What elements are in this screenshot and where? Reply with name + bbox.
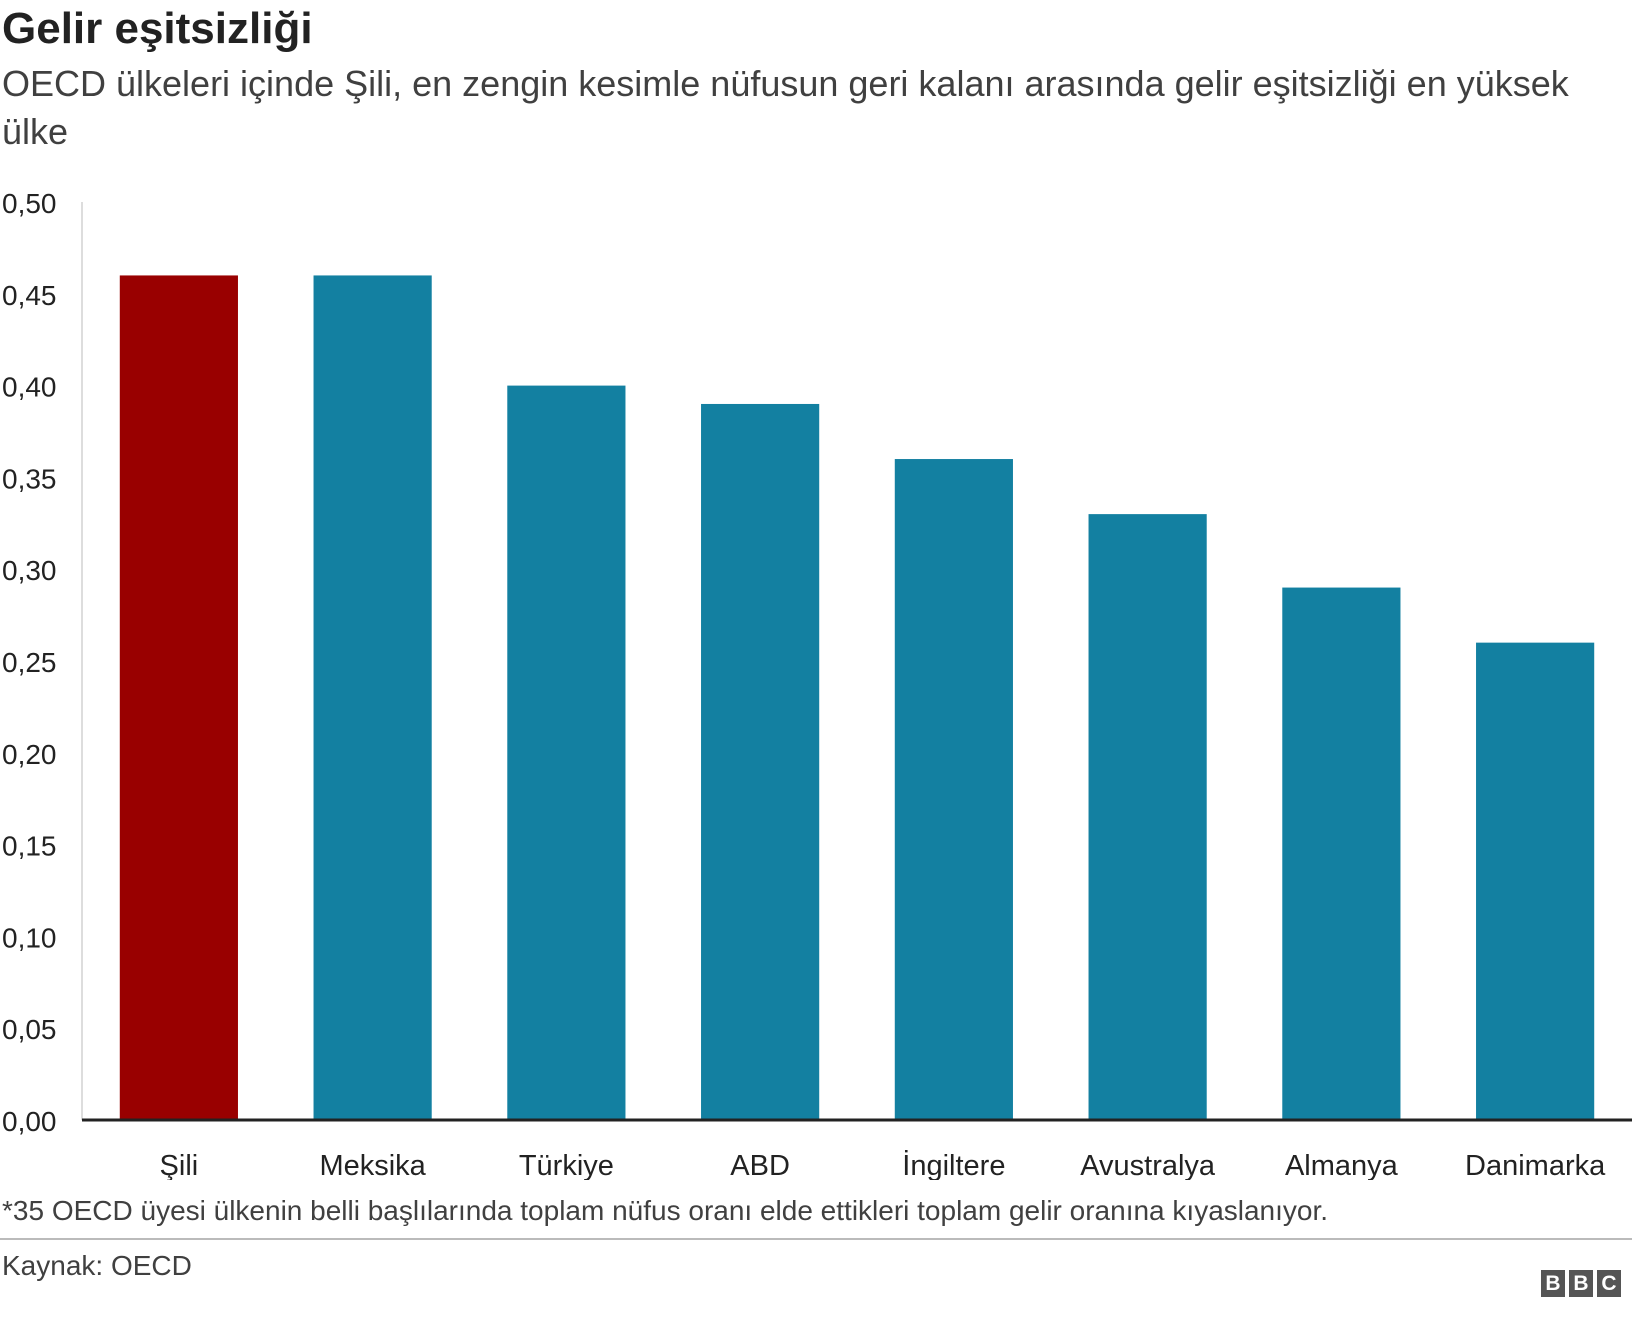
chart-title: Gelir eşitsizliği (2, 4, 313, 53)
x-tick-label: Almanya (1285, 1150, 1399, 1180)
bar (894, 459, 1013, 1120)
bar (1282, 587, 1401, 1120)
x-tick-label: Türkiye (519, 1150, 614, 1180)
bar (1476, 642, 1595, 1120)
y-tick-label: 0,10 (2, 922, 57, 953)
bbc-logo-letter: B (1541, 1270, 1565, 1297)
y-tick-label: 0,25 (2, 647, 57, 678)
chart-subtitle: OECD ülkeleri içinde Şili, en zengin kes… (2, 63, 1569, 152)
x-tick-label: Avustralya (1080, 1150, 1216, 1180)
x-tick-label: Şili (160, 1150, 199, 1180)
bbc-logo-letter: C (1597, 1270, 1621, 1297)
bar (1088, 514, 1207, 1120)
y-tick-label: 0,40 (2, 372, 57, 403)
x-tick-label: Meksika (319, 1150, 426, 1180)
y-tick-label: 0,05 (2, 1014, 57, 1045)
bar (313, 275, 432, 1120)
source-label: Kaynak: OECD (2, 1250, 192, 1281)
bar (701, 403, 820, 1120)
bar-chart: 0,00 0,05 0,10 0,15 0,20 0,25 0,30 0,35 0,40 0,45… (2, 188, 1632, 1180)
bar (507, 385, 626, 1121)
x-tick-label: Danimarka (1465, 1150, 1606, 1180)
y-tick-label: 0,15 (2, 831, 57, 862)
y-tick-label: 0,00 (2, 1106, 57, 1137)
bbc-logo: B B C (1541, 1270, 1621, 1297)
bar (119, 275, 238, 1120)
chart-footnote: *35 OECD üyesi ülkenin belli başlılarınd… (2, 1195, 1329, 1226)
x-tick-label: ABD (730, 1150, 790, 1180)
y-tick-label: 0,50 (2, 188, 57, 219)
bbc-logo-letter: B (1569, 1270, 1593, 1297)
x-tick-label: İngiltere (902, 1149, 1005, 1180)
y-tick-label: 0,20 (2, 739, 57, 770)
footer-divider (0, 1238, 1632, 1240)
y-tick-label: 0,45 (2, 280, 57, 311)
y-tick-label: 0,35 (2, 463, 57, 494)
y-tick-label: 0,30 (2, 555, 57, 586)
